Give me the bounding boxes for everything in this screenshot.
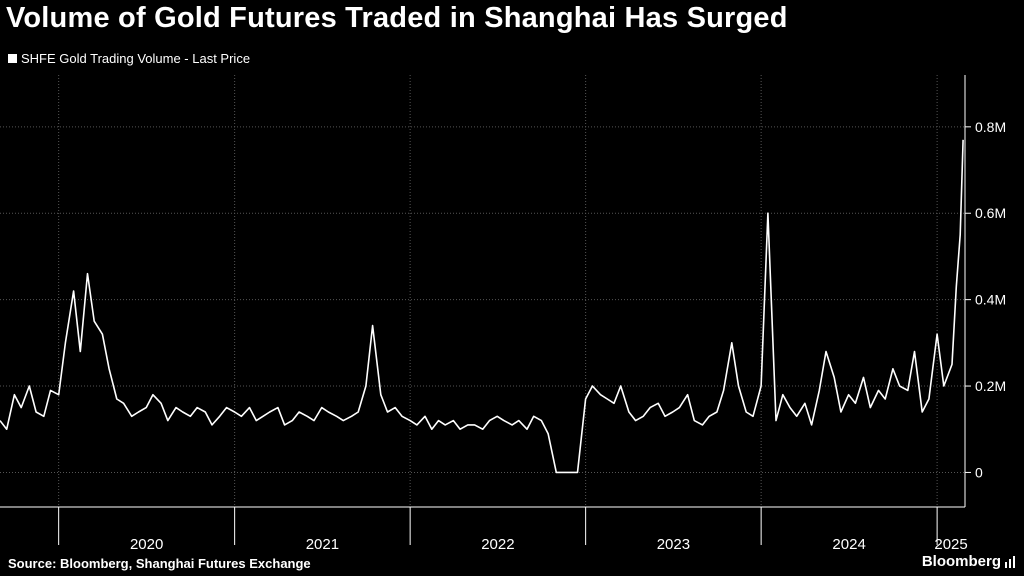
legend-swatch xyxy=(8,54,17,63)
y-tick-label: 0.6M xyxy=(975,205,1006,221)
legend-label: SHFE Gold Trading Volume - Last Price xyxy=(21,51,251,66)
legend: SHFE Gold Trading Volume - Last Price xyxy=(8,51,250,66)
series-line-layer xyxy=(0,139,964,474)
axes: 0 0.2M 0.4M 0.6M 0.8M 2020 2021 2022 2023 2024 202… xyxy=(0,75,1006,553)
series-line xyxy=(0,139,964,474)
y-tick-label: 0.4M xyxy=(975,292,1006,308)
x-tick-label: 2022 xyxy=(481,536,514,553)
x-tick-label: 2020 xyxy=(130,536,163,553)
logo-bars-icon xyxy=(1005,555,1015,568)
bloomberg-logo: Bloomberg xyxy=(922,553,1016,570)
y-tick-label: 0.2M xyxy=(975,378,1006,394)
logo-text: Bloomberg xyxy=(921,553,1001,570)
chart-title: Volume of Gold Futures Traded in Shangha… xyxy=(6,2,788,34)
gridlines xyxy=(0,75,965,507)
source-note: Source: Bloomberg, Shanghai Futures Exch… xyxy=(8,556,311,571)
y-tick-label: 0.8M xyxy=(975,119,1006,135)
x-tick-label: 2025 xyxy=(934,536,967,553)
x-tick-label: 2024 xyxy=(832,536,865,553)
y-tick-label: 0 xyxy=(975,464,983,480)
x-tick-label: 2023 xyxy=(657,536,690,553)
x-tick-label: 2021 xyxy=(306,536,339,553)
